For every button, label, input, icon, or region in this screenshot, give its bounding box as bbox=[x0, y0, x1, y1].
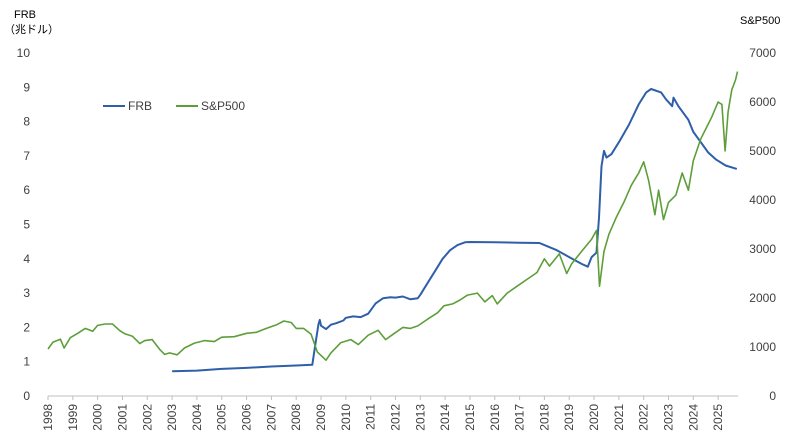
x-tick-label: 2020 bbox=[587, 404, 601, 431]
x-tick-label: 2002 bbox=[140, 404, 154, 431]
x-tick-label: 2019 bbox=[562, 404, 576, 431]
y-left-axis-title-line: （兆ドル） bbox=[4, 23, 59, 36]
y-right-tick-labels: 0 1000 2000 3000 4000 5000 6000 7000 bbox=[749, 46, 776, 403]
y-right-tick-label: 5000 bbox=[749, 144, 776, 158]
x-tick-label: 2014 bbox=[438, 404, 452, 431]
x-tick-label: 2025 bbox=[711, 404, 725, 431]
y-right-tick-label: 3000 bbox=[749, 242, 776, 256]
y-left-axis-title-line: FRB bbox=[14, 9, 36, 21]
y-left-tick-label: 0 bbox=[23, 389, 30, 403]
y-right-tick-label: 1000 bbox=[749, 340, 776, 354]
y-left-axis-title: FRB （兆ドル） bbox=[4, 9, 59, 36]
x-tick-label: 1998 bbox=[41, 404, 55, 431]
y-left-tick-labels: 0 1 2 3 4 5 6 7 8 9 10 bbox=[17, 46, 31, 403]
series-lines bbox=[47, 71, 739, 373]
x-tick-label: 2016 bbox=[488, 404, 502, 431]
y-left-tick-label: 3 bbox=[23, 286, 30, 300]
x-tick-label: 1999 bbox=[66, 404, 80, 431]
y-left-tick-label: 6 bbox=[23, 183, 30, 197]
x-tick-label: 2013 bbox=[413, 404, 427, 431]
x-tick-label: 2022 bbox=[637, 404, 651, 431]
y-right-tick-label: 2000 bbox=[749, 291, 776, 305]
y-left-tick-label: 2 bbox=[23, 320, 30, 334]
y-right-tick-label: 7000 bbox=[749, 46, 776, 60]
y-left-tick-label: 1 bbox=[23, 355, 30, 369]
series-line-frb bbox=[172, 88, 738, 373]
x-tick-label: 2001 bbox=[115, 404, 129, 431]
y-left-tick-label: 8 bbox=[23, 115, 30, 129]
y-left-tick-label: 5 bbox=[23, 218, 30, 232]
x-tick-label: 2015 bbox=[463, 404, 477, 431]
x-tick-labels: 1998 1999 2000 2001 2002 2003 2004 2005 2006 2007… bbox=[41, 396, 725, 431]
x-tick-label: 2018 bbox=[537, 404, 551, 431]
y-right-tick-label: 0 bbox=[769, 389, 776, 403]
x-tick-label: 2003 bbox=[165, 404, 179, 431]
y-right-axis-title: S&P500 bbox=[740, 15, 780, 27]
x-tick-label: 2024 bbox=[686, 404, 700, 431]
x-tick-label: 2023 bbox=[662, 404, 676, 431]
y-right-tick-label: 4000 bbox=[749, 193, 776, 207]
x-tick-label: 2009 bbox=[314, 404, 328, 431]
x-tick-label: 2007 bbox=[264, 404, 278, 431]
y-left-tick-label: 4 bbox=[23, 252, 30, 266]
x-tick-label: 2011 bbox=[364, 404, 378, 430]
y-right-tick-label: 6000 bbox=[749, 95, 776, 109]
legend: FRB S&P500 bbox=[103, 99, 245, 113]
x-tick-label: 2006 bbox=[240, 404, 254, 431]
x-tick-label: 2010 bbox=[339, 404, 353, 431]
x-tick-label: 2005 bbox=[215, 404, 229, 431]
x-tick-label: 2021 bbox=[612, 404, 626, 431]
x-tick-label: 2012 bbox=[388, 404, 402, 431]
x-tick-label: 2008 bbox=[289, 404, 303, 431]
x-tick-label: 2000 bbox=[91, 404, 105, 431]
series-line-sp500 bbox=[47, 71, 739, 361]
x-tick-label: 2004 bbox=[190, 404, 204, 431]
legend-label: S&P500 bbox=[201, 99, 245, 113]
y-left-tick-label: 7 bbox=[23, 149, 30, 163]
y-left-tick-label: 9 bbox=[23, 80, 30, 94]
legend-label: FRB bbox=[128, 99, 152, 113]
y-left-tick-label: 10 bbox=[17, 46, 31, 60]
x-tick-label: 2017 bbox=[513, 404, 527, 431]
